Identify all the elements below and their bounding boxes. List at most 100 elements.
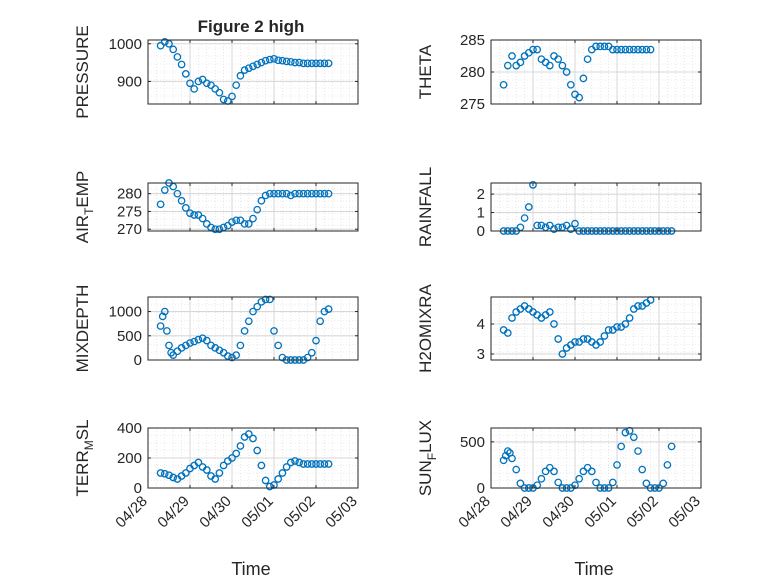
data-point: [232, 351, 241, 360]
data-point: [194, 458, 203, 467]
data-point: [278, 56, 287, 65]
data-point: [550, 467, 558, 476]
y-tick-label: 280: [460, 64, 485, 81]
x-tick-label: 04/29: [154, 493, 193, 532]
data-point: [324, 59, 333, 68]
axes-box: [490, 296, 702, 361]
data-point: [202, 336, 211, 345]
data-point: [554, 55, 563, 64]
data-point: [499, 456, 508, 465]
data-point: [282, 463, 291, 471]
data-point: [571, 219, 579, 228]
data-point: [316, 317, 325, 326]
data-point: [207, 341, 215, 350]
data-point: [240, 327, 249, 335]
data-point: [291, 457, 299, 465]
y-tick-label: 500: [117, 328, 142, 345]
x-tick-label: 04/28: [455, 493, 494, 532]
data-point: [312, 336, 320, 345]
y-tick-label: 4: [477, 316, 485, 333]
data-point: [181, 469, 190, 477]
data-point: [215, 346, 224, 355]
data-point: [307, 348, 316, 357]
data-point: [261, 476, 270, 485]
data-point: [253, 446, 262, 455]
data-point: [608, 45, 617, 54]
data-point: [663, 461, 672, 469]
data-point: [261, 295, 270, 304]
data-point: [169, 473, 178, 482]
data-point: [303, 353, 312, 362]
data-point: [240, 66, 249, 74]
y-tick-label: 0: [134, 480, 142, 497]
data-point: [316, 189, 325, 198]
data-point: [295, 458, 304, 467]
data-point: [198, 334, 207, 343]
data-point: [257, 461, 266, 470]
data-point: [508, 454, 516, 463]
data-point: [257, 297, 266, 306]
y-tick-label: 3: [477, 346, 485, 363]
data-point: [324, 305, 333, 313]
data-point: [244, 317, 253, 326]
data-point: [160, 38, 169, 46]
data-point: [278, 469, 287, 477]
figure-title: Figure 2 high: [198, 17, 305, 36]
data-point: [638, 465, 647, 474]
data-point: [249, 307, 257, 316]
data-point: [566, 80, 575, 89]
subplot-terr-msl: 0 200 400 TERRMSL 04/28 04/29 04/30 05/01 05/02 0…: [73, 419, 361, 531]
data-point: [181, 341, 190, 350]
x-tick-label: 05/01: [238, 493, 277, 532]
data-point: [228, 92, 236, 101]
data-point: [198, 214, 207, 223]
y-tick-label: 1000: [109, 304, 142, 321]
data-point: [173, 189, 182, 198]
data-point: [156, 200, 165, 209]
data-point: [165, 471, 173, 480]
data-point: [265, 55, 274, 64]
data-point: [613, 45, 621, 54]
data-point: [583, 55, 592, 64]
data-point: [274, 189, 283, 198]
data-point: [291, 58, 299, 67]
data-point: [295, 58, 304, 67]
data-point: [232, 216, 241, 225]
data-point: [274, 475, 283, 483]
axes-box: [490, 427, 702, 489]
data-point: [617, 45, 626, 54]
data-point: [516, 58, 525, 67]
data-point: [512, 465, 521, 474]
data-point: [608, 478, 617, 487]
x-tick-label: 04/29: [497, 493, 536, 532]
data-point: [163, 327, 171, 335]
data-point: [286, 191, 295, 200]
data-point: [634, 302, 642, 310]
data-point: [537, 221, 546, 230]
data-point: [270, 189, 278, 198]
data-point: [219, 461, 228, 470]
y-tick-label: 0: [477, 223, 485, 240]
data-point: [211, 225, 220, 234]
data-point: [520, 214, 529, 222]
data-point: [613, 323, 621, 331]
data-point: [642, 479, 651, 488]
data-point: [550, 225, 558, 234]
data-point: [312, 59, 320, 68]
y-tick-label: 280: [117, 186, 142, 203]
data-point: [320, 59, 329, 68]
data-point: [625, 45, 634, 54]
data-point: [270, 54, 278, 63]
y-tick-label: 1000: [109, 36, 142, 53]
data-point: [232, 449, 241, 458]
data-point: [194, 335, 203, 344]
y-axis-label: PRESSURE: [73, 25, 92, 119]
data-point: [503, 447, 512, 455]
y-axis-label: TERRMSL: [73, 419, 96, 496]
data-point: [533, 221, 542, 230]
data-point: [617, 442, 626, 451]
data-point: [282, 57, 291, 66]
data-point: [562, 68, 571, 76]
data-point: [587, 467, 596, 476]
